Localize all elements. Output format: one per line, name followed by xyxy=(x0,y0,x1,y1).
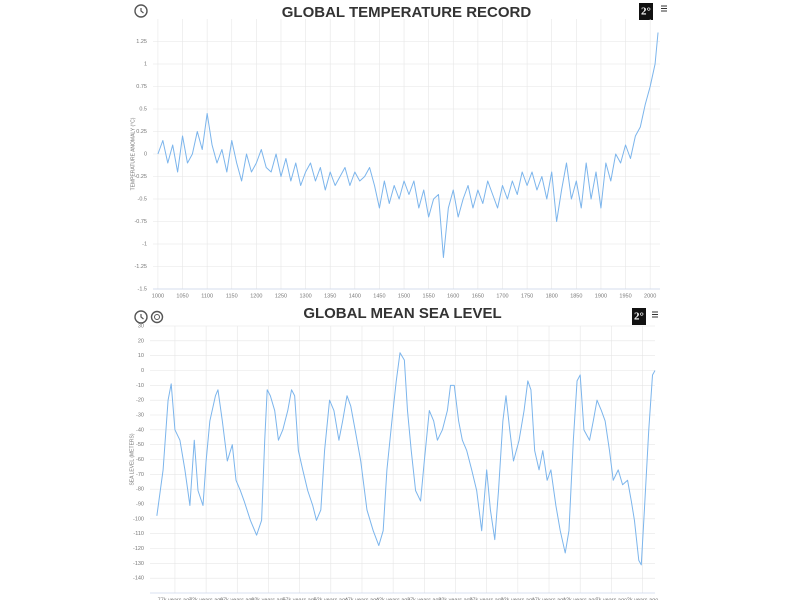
x-tick-label: 1850 xyxy=(570,293,582,299)
logo-box xyxy=(639,3,653,20)
x-tick-label: 17k years ago xyxy=(532,597,567,600)
y-axis-title: TEMPERATURE ANOMALY (°C) xyxy=(130,117,136,190)
y-tick-label: -120 xyxy=(133,546,144,552)
y-tick-label: -70 xyxy=(136,472,144,478)
x-tick-label: 1000 xyxy=(152,293,164,299)
y-tick-label: -1.25 xyxy=(134,264,147,270)
y-tick-label: -0.25 xyxy=(134,174,147,180)
logo[interactable]: 2° xyxy=(639,3,653,20)
x-tick-label: 1150 xyxy=(226,293,238,299)
y-tick-label: -20 xyxy=(136,398,144,404)
x-tick-label: 52k years ago xyxy=(314,597,349,600)
chart: GLOBAL MEAN SEA LEVEL SEA LEVEL (METERS) 3… xyxy=(129,305,658,600)
y-tick-label: -1 xyxy=(142,241,147,247)
chart-title: GLOBAL TEMPERATURE RECORD xyxy=(282,4,532,21)
x-tick-label: 22k years ago xyxy=(501,597,536,600)
y-tick-label: -60 xyxy=(136,457,144,463)
x-tick-label: 1600 xyxy=(447,293,459,299)
history-icon[interactable] xyxy=(134,310,148,324)
y-tick-label: 0 xyxy=(141,368,144,374)
x-tick-label: 2k years ago xyxy=(627,597,659,600)
x-tick-label: 77k years ago xyxy=(158,597,193,600)
y-tick-label: -40 xyxy=(136,427,144,433)
x-tick-label: 1650 xyxy=(472,293,484,299)
x-tick-label: 1050 xyxy=(176,293,188,299)
data-line xyxy=(156,352,656,566)
x-tick-label: 2000 xyxy=(644,293,656,299)
y-tick-label: 30 xyxy=(138,323,144,329)
y-tick-label: 1 xyxy=(144,61,147,67)
x-tick-label: 7k years ago xyxy=(596,597,628,600)
y-tick-label: -0.75 xyxy=(134,219,147,225)
x-tick-label: 72k years ago xyxy=(189,597,224,600)
icon-lens xyxy=(154,314,160,320)
x-tick-label: 1200 xyxy=(250,293,262,299)
x-tick-label: 1300 xyxy=(299,293,311,299)
chart-title: GLOBAL MEAN SEA LEVEL xyxy=(303,305,501,322)
x-tick-label: 62k years ago xyxy=(251,597,286,600)
zoom-icon[interactable] xyxy=(150,310,164,324)
x-tick-label: 1400 xyxy=(349,293,361,299)
icon-ring xyxy=(134,310,148,324)
x-tick-label: 67k years ago xyxy=(220,597,255,600)
icon-ring xyxy=(134,4,148,18)
x-tick-label: 1550 xyxy=(423,293,435,299)
y-tick-label: 0.75 xyxy=(136,84,147,90)
logo-box xyxy=(632,308,646,325)
y-tick-label: 0.25 xyxy=(136,129,147,135)
logo[interactable]: 2° xyxy=(632,308,646,325)
y-axis-title: SEA LEVEL (METERS) xyxy=(129,433,135,485)
x-tick-label: 1700 xyxy=(496,293,508,299)
y-tick-label: -110 xyxy=(133,531,144,537)
history-icon[interactable] xyxy=(134,4,148,18)
y-tick-label: -50 xyxy=(136,442,144,448)
x-tick-label: 27k years ago xyxy=(469,597,504,600)
x-tick-label: 1500 xyxy=(398,293,410,299)
y-tick-label: -130 xyxy=(133,561,144,567)
y-tick-label: 20 xyxy=(138,338,144,344)
y-tick-label: 0.5 xyxy=(139,106,147,112)
data-line xyxy=(157,32,659,258)
y-tick-label: -100 xyxy=(133,516,144,522)
y-tick-label: 0 xyxy=(144,151,147,157)
x-tick-label: 1750 xyxy=(521,293,533,299)
x-tick-label: 1800 xyxy=(546,293,558,299)
x-tick-label: 1450 xyxy=(373,293,385,299)
menu-icon[interactable] xyxy=(652,311,658,318)
y-tick-label: -0.5 xyxy=(138,196,147,202)
icon-ring xyxy=(150,310,164,324)
y-tick-label: -30 xyxy=(136,412,144,418)
x-tick-label: 47k years ago xyxy=(345,597,380,600)
y-tick-label: 10 xyxy=(138,353,144,359)
menu-icon[interactable] xyxy=(661,5,667,12)
x-tick-label: 1950 xyxy=(619,293,631,299)
logo-text: 2° xyxy=(641,6,651,18)
chart: GLOBAL TEMPERATURE RECORD TEMPERATURE ANO… xyxy=(130,4,660,299)
y-tick-label: 1.25 xyxy=(136,39,147,45)
icon-hand xyxy=(140,314,144,320)
logo-text: 2° xyxy=(634,311,644,323)
x-tick-label: 57k years ago xyxy=(282,597,317,600)
x-tick-label: 32k years ago xyxy=(438,597,473,600)
x-tick-label: 42k years ago xyxy=(376,597,411,600)
x-tick-label: 1900 xyxy=(595,293,607,299)
y-tick-label: -1.5 xyxy=(138,286,147,292)
y-tick-label: -140 xyxy=(133,576,144,582)
x-tick-label: 1350 xyxy=(324,293,336,299)
icon-hand xyxy=(140,8,144,14)
x-tick-label: 12k years ago xyxy=(563,597,598,600)
x-tick-label: 1250 xyxy=(275,293,287,299)
y-tick-label: -90 xyxy=(136,501,144,507)
y-tick-label: -10 xyxy=(136,383,144,389)
y-tick-label: -80 xyxy=(136,487,144,493)
x-tick-label: 37k years ago xyxy=(407,597,442,600)
x-tick-label: 1100 xyxy=(201,293,213,299)
